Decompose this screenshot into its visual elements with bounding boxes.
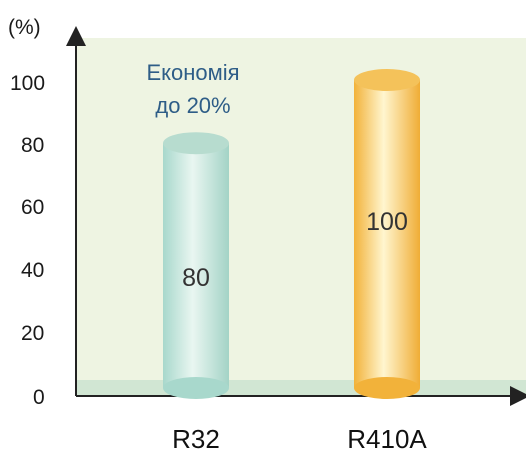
category-label-r32: R32 — [172, 424, 220, 454]
bar-r410a-body — [354, 80, 420, 388]
bar-r32 — [163, 132, 229, 399]
bar-r410a — [354, 69, 420, 399]
bar-value-label-r410a: 100 — [366, 208, 408, 236]
bar-r410a-top — [354, 69, 420, 91]
y-tick-label: 0 — [33, 386, 45, 409]
plot-background — [76, 38, 526, 394]
category-label-r410a: R410A — [347, 424, 427, 454]
bar-value-label-r32: 80 — [182, 264, 210, 292]
y-tick-label: 100 — [10, 72, 45, 95]
savings-annotation-line2: до 20% — [155, 93, 230, 118]
bar-r32-top — [163, 132, 229, 155]
baseline-band — [76, 380, 526, 396]
y-tick-label: 60 — [21, 196, 44, 219]
bar-r32-body — [163, 143, 229, 388]
y-tick-label: 40 — [21, 259, 44, 282]
y-unit-label: (%) — [8, 16, 41, 39]
bar-r32-bottom — [163, 377, 229, 399]
y-tick-label: 80 — [21, 134, 44, 157]
y-tick-label: 20 — [21, 322, 44, 345]
savings-annotation-line1: Економія — [146, 60, 239, 85]
bar-r410a-bottom — [354, 377, 420, 399]
